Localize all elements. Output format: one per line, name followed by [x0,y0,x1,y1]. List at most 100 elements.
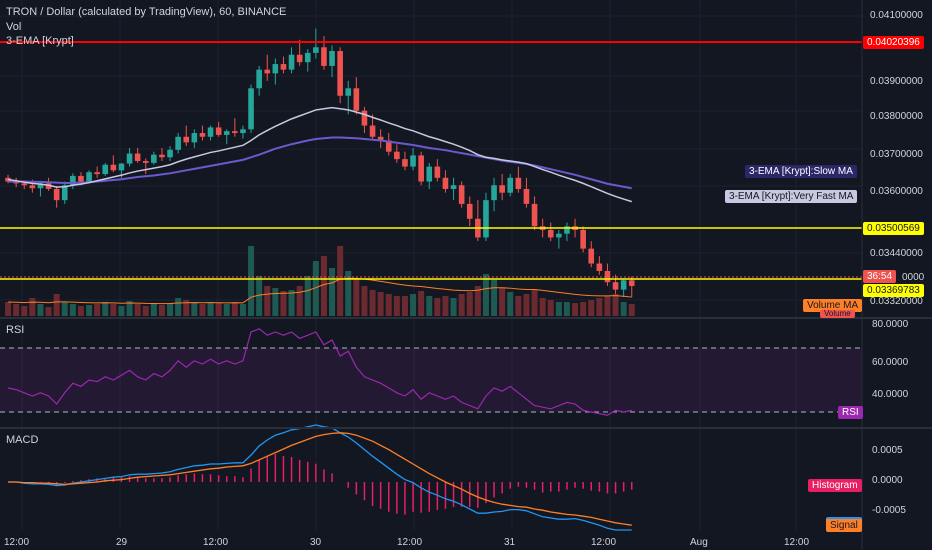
volume-ma-tag: Volume MA [803,299,863,312]
price-tick-5: 0.03440000 [870,248,923,259]
rsi-tick-40: 40.0000 [872,389,909,400]
candles [5,28,635,298]
volume-bar [248,246,255,316]
candle-body [547,229,554,238]
time-label-7: Aug [690,537,708,548]
volume-bar [337,246,344,316]
volume-bar [272,288,279,316]
candle-body [21,183,28,186]
candle-body [313,47,319,53]
volume-bar [393,296,400,316]
volume-bar [466,292,473,316]
volume-bar [110,304,117,316]
volume-bar [167,303,174,316]
candle-body [78,175,84,182]
candle-body [556,233,562,238]
time-label-0: 12:00 [4,537,30,548]
candle-body [345,88,352,96]
volume-bar [21,306,28,316]
volume-bar [499,288,506,316]
volume-bar [418,291,425,316]
candle-body [191,133,198,143]
candle-body [167,149,173,158]
volume-bar [69,304,76,316]
volume-bar [61,302,68,316]
candle-body [215,127,222,135]
volume-bar [531,290,538,316]
candle-body [369,125,376,137]
volume-bar [175,298,182,316]
volume-bar [628,304,635,316]
candle-body [628,280,635,286]
price-tick-4: 0.03600000 [870,186,923,197]
red-level-tag: 0.04020396 [863,36,924,49]
candle-body [175,136,181,150]
candle-body [321,47,327,66]
macd-tick-neg0005: -0.0005 [872,505,906,516]
volume-bar [410,294,417,316]
candle-body [45,183,52,189]
candle-body [402,159,408,167]
candle-body [458,185,465,204]
candle-body [86,172,92,182]
candle-body [70,175,76,186]
volume-bar [474,286,481,316]
volume-bar [515,296,522,316]
candle-body [523,188,530,204]
volume-bar [223,304,230,316]
candle-body [288,54,295,70]
volume-bar [377,292,384,316]
volume-bar [434,298,441,316]
volume-bar [296,286,303,316]
volume-bar [563,302,570,316]
signal-line [8,432,632,526]
volume-bar [312,261,319,316]
candle-body [151,154,157,163]
candle-body [280,64,287,70]
yellow-level-tag: 0.03500569 [863,222,924,235]
volume-bar [320,256,327,316]
volume-bar [596,298,603,316]
volume-bar [304,276,311,316]
price-tick-1: 0.03900000 [870,76,923,87]
candle-body [515,177,522,189]
volume-bar [385,294,392,316]
volume-bar [523,294,530,316]
volume-bar [13,304,20,316]
rsi-tick-80: 80.0000 [872,319,909,330]
candle-body [134,153,141,161]
volume-bar [191,302,198,316]
candle-body [94,172,100,175]
rsi-tick-60: 60.0000 [872,357,909,368]
price-tick-6: 0.03320000 [870,296,923,307]
last-price-tag: 0.03369783 [863,284,924,297]
candle-body [53,188,60,201]
volume-bar [426,296,433,316]
candle-body [37,183,44,189]
candle-body [199,133,206,137]
volume-bar [329,268,336,316]
candle-body [499,185,505,193]
volume-bar [288,290,295,316]
candle-body [159,154,165,158]
candle-body [531,203,538,227]
time-label-4: 12:00 [397,537,423,548]
candle-body [564,226,570,234]
rsi-pane [0,328,862,416]
candle-body [248,88,254,130]
macd-tick-0000: 0.0000 [872,475,903,486]
time-label-8: 12:00 [784,537,810,548]
vol-label: Vol [6,21,22,33]
volume-tag: Volume [820,310,855,318]
time-label-1: 29 [116,537,128,548]
volume-bar [539,298,546,316]
candle-body [377,136,384,141]
candle-body [118,163,125,171]
time-label-2: 12:00 [203,537,229,548]
volume-bar [118,306,125,316]
volume-bar [150,304,157,316]
volume-bar [134,304,141,316]
volume-bar [442,296,449,316]
volume-bars [5,246,635,316]
